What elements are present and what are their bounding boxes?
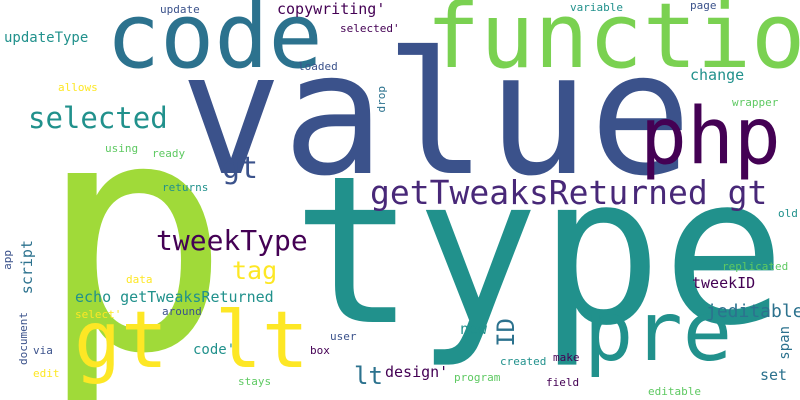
word-getTweaksReturned-gt: getTweaksReturned gt [370,173,768,212]
word-old: old [778,207,798,220]
word-field: field [546,376,580,389]
word-jeditable: jeditable [706,301,800,322]
word-update: update [160,3,200,16]
word-select: select' [75,308,122,321]
word-selected: selected [28,101,168,135]
word-page: page [690,0,717,12]
word-box: box [310,344,330,357]
word-via: via [33,344,53,357]
word-echo-getTweaksReturned: echo getTweaksReturned [75,288,274,306]
word-updateType: updateType [4,30,89,46]
word-editable: editable [648,385,701,398]
word-around: around [162,305,202,318]
word-app: app [1,250,14,270]
word-make: make [553,351,580,364]
word-set: set [760,366,788,384]
word-created: created [500,355,547,368]
word-stays: stays [238,375,272,388]
word-ready: ready [152,147,186,160]
word-replicated: replicated [722,260,789,273]
word-data: data [126,273,153,286]
word-document: document [17,312,30,365]
word-ID: ID [492,318,520,347]
word-allows: allows [58,81,98,94]
word-change: change [690,66,745,84]
word-gt: gt [222,151,259,186]
word-wrapper: wrapper [732,96,779,109]
word-value: value [180,16,692,214]
word-edit: edit [33,367,60,380]
word-tweekType: tweekType [156,224,308,257]
word-span: span [777,326,793,360]
word-drop: drop [375,86,388,113]
word-tweekID: tweekID [692,274,756,292]
word-returns: returns [162,181,209,194]
word-code: code [106,0,323,89]
word-code2: code' [193,342,236,358]
word-variable: variable [570,1,623,14]
word-user: user [330,330,357,343]
word-selected-q: selected' [340,22,400,35]
word-script: script [18,240,36,295]
word-tag: tag [232,256,278,285]
word-type: type [292,133,786,371]
word-new: new [460,320,488,338]
word-lt: lt [354,362,383,390]
word-design: design' [385,363,449,381]
word-loaded: loaded [298,60,338,73]
word-php: php [640,92,781,182]
word-function: function [426,0,800,89]
word-using: using [105,142,139,155]
word-gt-lt: gt lt [74,296,309,386]
word-copywriting: copywriting' [277,0,386,18]
word-pre: pre [584,285,733,380]
word-p: p [38,52,231,400]
word-program: program [454,371,501,384]
